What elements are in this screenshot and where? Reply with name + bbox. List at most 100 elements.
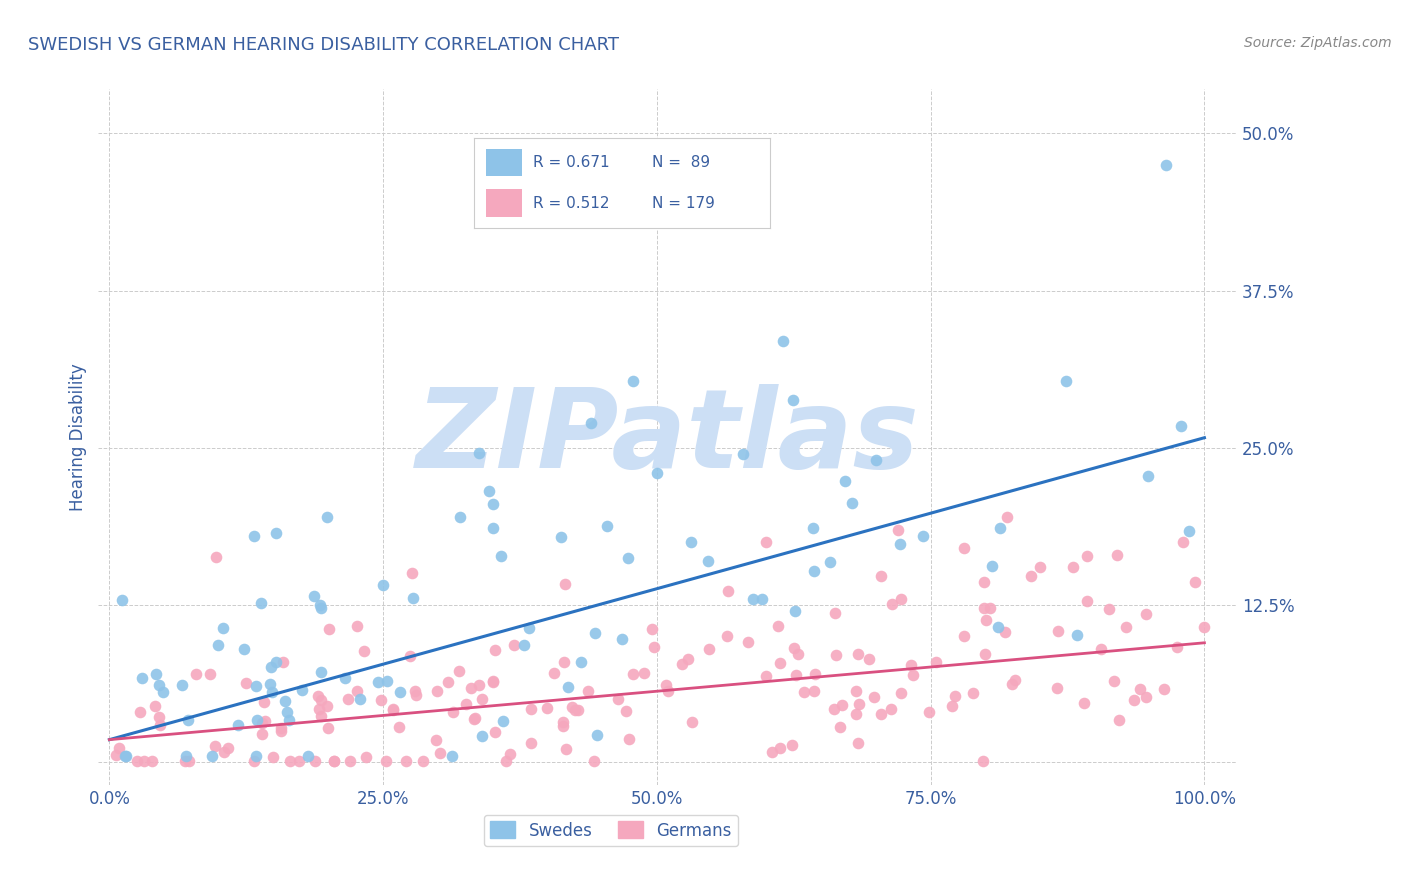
Point (845, 706, 868, 721)
Point (491, 549, 513, 563)
Point (262, 750, 284, 764)
Point (1021, 569, 1043, 583)
Point (233, 642, 256, 657)
Point (184, 667, 207, 681)
Point (449, 510, 471, 524)
Point (250, 727, 273, 741)
Point (737, 634, 759, 648)
Point (484, 725, 506, 739)
Point (207, 638, 229, 652)
Point (271, 655, 294, 669)
Point (995, 510, 1018, 524)
Point (1001, 676, 1024, 690)
Point (1166, 640, 1188, 654)
Point (769, 656, 792, 670)
Point (131, 671, 153, 685)
Point (250, 596, 273, 610)
Point (681, 535, 703, 549)
Point (388, 720, 411, 734)
Point (468, 678, 491, 692)
Text: SWEDISH VS GERMAN HEARING DISABILITY CORRELATION CHART: SWEDISH VS GERMAN HEARING DISABILITY COR… (28, 36, 619, 54)
Point (316, 698, 339, 713)
Point (596, 519, 619, 533)
Point (820, 556, 842, 570)
Point (277, 714, 299, 728)
Point (617, 732, 640, 747)
Point (264, 655, 287, 669)
Point (1076, 549, 1098, 563)
Point (1105, 548, 1128, 562)
Point (972, 754, 994, 768)
Point (553, 719, 575, 733)
Point (270, 723, 292, 738)
Point (543, 665, 565, 680)
Point (924, 655, 946, 669)
Point (1046, 681, 1069, 695)
Point (1054, 375, 1077, 389)
Point (787, 647, 810, 661)
Point (270, 721, 292, 735)
Text: N = 179: N = 179 (652, 195, 714, 211)
Text: R = 0.671: R = 0.671 (533, 155, 610, 169)
Point (579, 416, 602, 430)
Point (482, 673, 505, 688)
Point (481, 521, 503, 535)
Point (499, 747, 522, 762)
Point (235, 675, 257, 690)
Point (641, 623, 664, 637)
Point (1104, 674, 1126, 689)
Point (152, 685, 174, 699)
Point (903, 667, 925, 681)
Point (785, 667, 807, 681)
Point (761, 745, 783, 759)
Point (173, 754, 195, 768)
Point (1178, 524, 1201, 539)
Point (981, 558, 1004, 573)
Point (583, 626, 606, 640)
Point (318, 622, 340, 636)
Point (586, 728, 609, 742)
Point (550, 530, 572, 544)
Point (782, 739, 804, 753)
Point (1090, 642, 1112, 657)
Text: Source: ZipAtlas.com: Source: ZipAtlas.com (1244, 36, 1392, 50)
Point (346, 683, 368, 698)
Point (890, 592, 912, 607)
Point (793, 685, 815, 699)
Legend: Swedes, Germans: Swedes, Germans (484, 814, 738, 847)
Point (482, 674, 505, 689)
Point (148, 710, 170, 724)
Point (212, 745, 235, 759)
Point (845, 684, 868, 698)
Point (114, 749, 136, 764)
Point (297, 749, 319, 764)
Point (671, 657, 693, 672)
Point (288, 754, 311, 768)
Point (1136, 469, 1159, 483)
Point (399, 648, 422, 663)
Point (697, 554, 720, 568)
Point (551, 715, 574, 730)
Point (318, 721, 340, 735)
Point (245, 679, 267, 693)
Point (370, 693, 392, 707)
Point (148, 678, 170, 692)
Point (375, 754, 398, 768)
Point (766, 619, 789, 633)
Point (108, 741, 131, 756)
Point (824, 607, 846, 621)
Point (129, 705, 152, 719)
Point (495, 754, 517, 768)
Text: N =  89: N = 89 (652, 155, 710, 169)
Point (309, 665, 332, 679)
Point (697, 641, 720, 656)
Point (1076, 594, 1098, 608)
Point (831, 698, 853, 713)
Point (834, 474, 856, 488)
Point (979, 600, 1001, 615)
Point (1129, 681, 1152, 696)
Point (205, 550, 228, 565)
Point (803, 666, 825, 681)
Point (655, 678, 678, 692)
Point (335, 671, 357, 685)
